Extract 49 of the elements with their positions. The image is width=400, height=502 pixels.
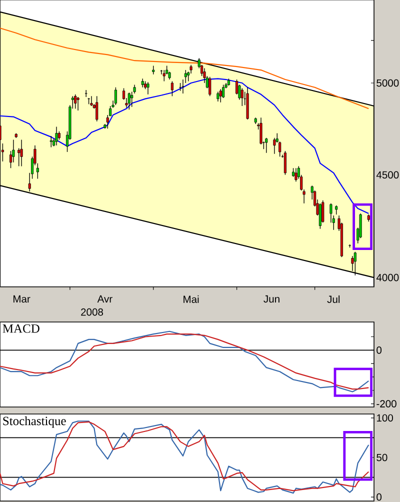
- y-tick-label: 4500: [376, 171, 399, 179]
- candlestick: [335, 205, 338, 215]
- candlestick: [55, 126, 58, 146]
- y-tick-label: 50: [376, 454, 388, 462]
- candlestick: [36, 162, 39, 180]
- y-tick-label: 0: [376, 493, 382, 501]
- candlestick: [18, 148, 20, 167]
- line-series: [0, 28, 370, 110]
- candlestick: [182, 79, 184, 94]
- y-tick-label: -200: [376, 400, 396, 408]
- candlestick: [216, 91, 220, 102]
- candlestick: [265, 138, 268, 154]
- candlestick: [294, 168, 298, 182]
- candlestick: [354, 251, 356, 276]
- candlestick: [219, 88, 222, 103]
- candlestick: [284, 150, 286, 176]
- x-tick-label: Jul: [327, 295, 340, 303]
- candlestick: [146, 82, 150, 95]
- candlestick: [170, 80, 174, 97]
- candlestick: [318, 203, 322, 230]
- candlestick: [128, 92, 130, 110]
- candlestick: [351, 256, 354, 272]
- candlestick: [76, 96, 80, 111]
- candlestick: [260, 117, 262, 145]
- x-tick-label: Jun: [264, 295, 280, 303]
- y-tick-label: 4000: [376, 274, 399, 282]
- x-tick-label: Avr: [97, 295, 112, 303]
- candlestick: [130, 91, 134, 108]
- candlestick: [240, 88, 244, 106]
- y-tick-label: 0: [376, 346, 382, 354]
- candlestick: [162, 70, 166, 82]
- y-tick-label: 100: [376, 414, 393, 422]
- candlestick: [330, 203, 332, 224]
- x-tick-label: Mar: [14, 295, 30, 303]
- line-series: [0, 78, 370, 214]
- x-tick-label: Mai: [184, 295, 199, 303]
- candlestick: [222, 84, 225, 98]
- chart-title: MACD: [2, 324, 40, 333]
- candlestick: [74, 94, 77, 110]
- candlestick: [50, 136, 52, 148]
- candlestick: [90, 96, 93, 106]
- y-tick-label: 5000: [376, 79, 399, 87]
- chart-title: Stochastique: [3, 416, 66, 428]
- candlestick: [96, 96, 98, 122]
- candlestick: [20, 139, 23, 167]
- candlestick: [208, 76, 212, 97]
- candlestick: [184, 70, 187, 84]
- candlestick: [114, 87, 117, 106]
- x-axis-title: 2008: [81, 308, 104, 316]
